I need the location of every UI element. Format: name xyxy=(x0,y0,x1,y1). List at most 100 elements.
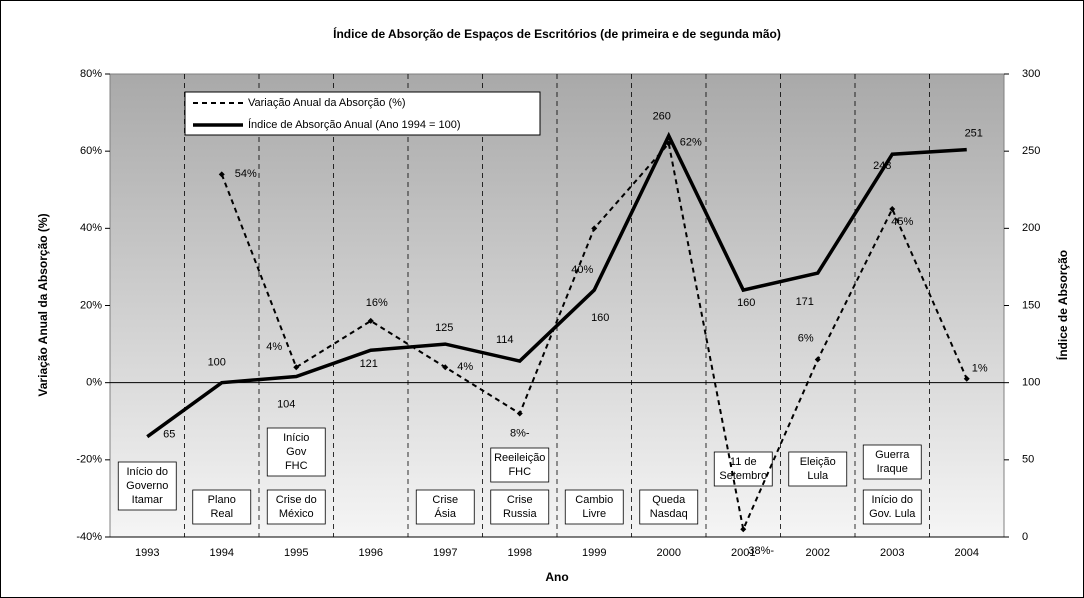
annotation-box xyxy=(713,451,773,487)
annotation-text: Iraque xyxy=(877,463,908,475)
annotation-text: Guerra xyxy=(875,449,910,461)
data-label: 171 xyxy=(796,296,814,308)
annotation-text: Crise do xyxy=(276,494,317,506)
y2-tick-label: 250 xyxy=(1022,145,1040,157)
annotation-text: FHC xyxy=(285,460,308,472)
annotation-text: Cambio xyxy=(575,494,613,506)
annotation-text: FHC xyxy=(508,466,531,478)
data-label: 125 xyxy=(435,322,453,334)
y2-tick-label: 50 xyxy=(1022,454,1034,466)
x-tick-label: 2002 xyxy=(806,547,830,559)
point-marker xyxy=(218,171,225,178)
point-marker xyxy=(516,410,523,417)
annotation-text: Real xyxy=(210,508,233,520)
y-axis-label: Variação Anual da Absorção (%) xyxy=(36,213,50,396)
data-label: 104 xyxy=(277,398,295,410)
data-label: 38%- xyxy=(748,545,774,557)
x-tick-label: 1994 xyxy=(210,547,234,559)
point-marker xyxy=(963,375,970,382)
annotation-text: Governo xyxy=(126,480,168,492)
annotation-box xyxy=(490,447,550,483)
y-tick-label: 80% xyxy=(80,68,102,80)
annotation-text: 11 de xyxy=(730,456,757,468)
annotation-text: Queda xyxy=(652,494,686,506)
annotation-box xyxy=(490,489,550,525)
annotation-text: Russia xyxy=(503,508,538,520)
annotation-text: Reeileição xyxy=(494,452,545,464)
data-label: 1% xyxy=(972,363,988,375)
annotation-box xyxy=(415,489,475,525)
y2-tick-label: 200 xyxy=(1022,222,1040,234)
data-label: 62% xyxy=(680,136,702,148)
y-tick-label: 60% xyxy=(80,145,102,157)
data-label: 114 xyxy=(496,334,514,346)
x-tick-label: 2001 xyxy=(731,547,755,559)
x-tick-label: 1997 xyxy=(433,547,457,559)
data-label: 16% xyxy=(366,297,388,309)
y-tick-label: 20% xyxy=(80,299,102,311)
y2-tick-label: 150 xyxy=(1022,299,1040,311)
annotation-box xyxy=(266,489,326,525)
annotation-text: Eleição xyxy=(800,456,836,468)
annotation-text: Plano xyxy=(208,494,236,506)
data-label: 4% xyxy=(266,341,282,353)
point-marker xyxy=(889,206,896,213)
data-label: 260 xyxy=(653,111,671,123)
annotation-text: Ásia xyxy=(435,507,457,520)
annotation-box xyxy=(564,489,624,525)
point-marker xyxy=(367,317,374,324)
x-tick-label: 2003 xyxy=(880,547,904,559)
y2-tick-label: 300 xyxy=(1022,68,1040,80)
point-marker xyxy=(293,364,300,371)
point-marker xyxy=(591,225,598,232)
y-tick-label: -40% xyxy=(76,531,102,543)
legend-box xyxy=(184,91,541,136)
y-tick-label: 40% xyxy=(80,222,102,234)
x-tick-label: 1996 xyxy=(359,547,383,559)
x-tick-label: 1995 xyxy=(284,547,308,559)
chart-title: Índice de Absorção de Espaços de Escritó… xyxy=(333,26,781,41)
annotation-text: Gov. Lula xyxy=(869,508,916,520)
y-tick-label: -20% xyxy=(76,454,102,466)
annotation-text: Início xyxy=(283,432,309,444)
data-label: 6% xyxy=(798,332,814,344)
data-label: 160 xyxy=(737,297,755,309)
point-marker xyxy=(442,364,449,371)
data-label: 40% xyxy=(571,264,593,276)
x-tick-label: 1998 xyxy=(508,547,532,559)
x-tick-label: 1993 xyxy=(135,547,159,559)
annotation-text: Gov xyxy=(286,446,307,458)
point-marker xyxy=(814,356,821,363)
y-tick-label: 0% xyxy=(86,377,102,389)
data-label: 54% xyxy=(235,168,257,180)
data-label: 4% xyxy=(457,361,473,373)
annotation-box xyxy=(788,451,848,487)
x-tick-label: 2000 xyxy=(657,547,681,559)
annotation-text: Itamar xyxy=(132,494,164,506)
data-label: 45% xyxy=(891,216,913,228)
plot-area xyxy=(109,73,1005,538)
y2-tick-label: 100 xyxy=(1022,377,1040,389)
data-label: 8%- xyxy=(510,427,530,439)
annotation-box xyxy=(862,489,922,525)
data-label: 121 xyxy=(360,358,378,370)
annotation-text: Setembro xyxy=(719,470,767,482)
x-axis-label: Ano xyxy=(545,570,568,584)
annotation-box xyxy=(266,427,326,477)
data-label: 248 xyxy=(873,160,891,172)
annotation-box xyxy=(117,461,177,511)
legend-label: Índice de Absorção Anual (Ano 1994 = 100… xyxy=(248,118,461,131)
annotation-text: Início do xyxy=(871,494,913,506)
data-label: 160 xyxy=(591,312,609,324)
annotation-text: Lula xyxy=(807,470,829,482)
data-label: 65 xyxy=(163,429,175,441)
annotation-text: Início do xyxy=(126,466,168,478)
annotation-box xyxy=(862,444,922,480)
point-marker xyxy=(740,526,747,533)
series-line xyxy=(146,131,967,439)
legend-label: Variação Anual da Absorção (%) xyxy=(248,97,406,109)
annotation-text: Nasdaq xyxy=(650,508,688,520)
annotation-box xyxy=(639,489,699,525)
y2-tick-label: 0 xyxy=(1022,531,1028,543)
